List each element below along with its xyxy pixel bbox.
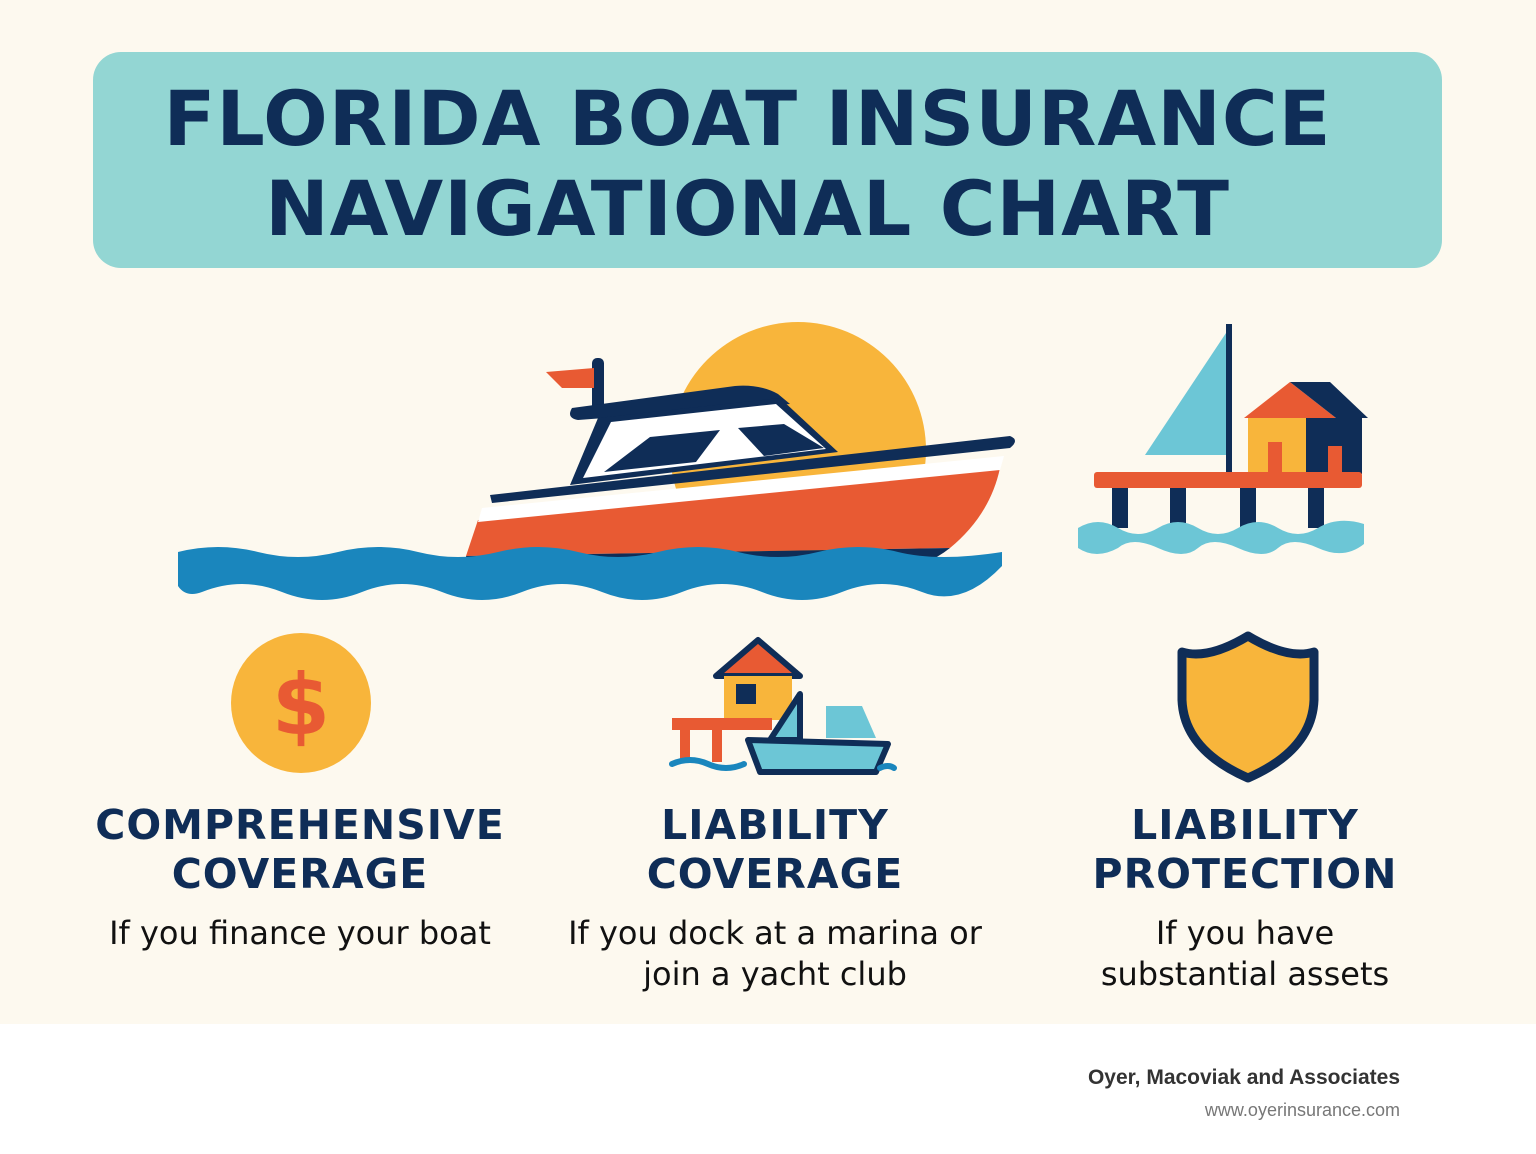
illustrations: $ (178, 322, 1368, 783)
flag-icon (546, 368, 594, 388)
coverage-heading-line-1: LIABILITY (661, 801, 889, 849)
sea-waves-icon (178, 547, 1002, 600)
coverage-liability-protection: LIABILITY PROTECTION If you have substan… (1025, 801, 1465, 995)
shield-icon (1177, 631, 1319, 783)
coverage-description-line-1: If you have (1155, 914, 1335, 952)
dollar-coin-icon: $ (231, 633, 371, 773)
coverage-heading-line-1: COMPREHENSIVE (95, 801, 505, 849)
coverage-heading-line-2: COVERAGE (646, 850, 904, 898)
coverage-description-line-1: If you finance your boat (109, 914, 491, 952)
sail-icon (1145, 330, 1228, 455)
marina-boat-icon (669, 637, 897, 775)
coverage-comprehensive: COMPREHENSIVE COVERAGE If you finance yo… (80, 801, 520, 954)
coverage-heading-line-1: LIABILITY (1131, 801, 1359, 849)
coverage-description-line-2: join a yacht club (643, 955, 907, 993)
motor-yacht-icon (178, 322, 1015, 600)
title-line-1: FLORIDA BOAT INSURANCE (163, 74, 1332, 163)
coverage-heading-line-2: PROTECTION (1092, 850, 1398, 898)
coverage-description-line-2: substantial assets (1100, 955, 1390, 993)
title-line-2: NAVIGATIONAL CHART (265, 164, 1230, 253)
svg-text:$: $ (272, 656, 330, 754)
footer-website: www.oyerinsurance.com (1204, 1100, 1400, 1120)
footer-company-name: Oyer, Macoviak and Associates (1087, 1066, 1400, 1089)
coverage-description-line-1: If you dock at a marina or (568, 914, 982, 952)
coverage-liability: LIABILITY COVERAGE If you dock at a mari… (555, 801, 995, 995)
infographic-poster: FLORIDA BOAT INSURANCE NAVIGATIONAL CHAR… (0, 0, 1536, 1024)
coverage-heading-line-2: COVERAGE (171, 850, 429, 898)
title-banner: FLORIDA BOAT INSURANCE NAVIGATIONAL CHAR… (93, 52, 1442, 268)
dock-house-sailboat-icon (1078, 324, 1368, 554)
